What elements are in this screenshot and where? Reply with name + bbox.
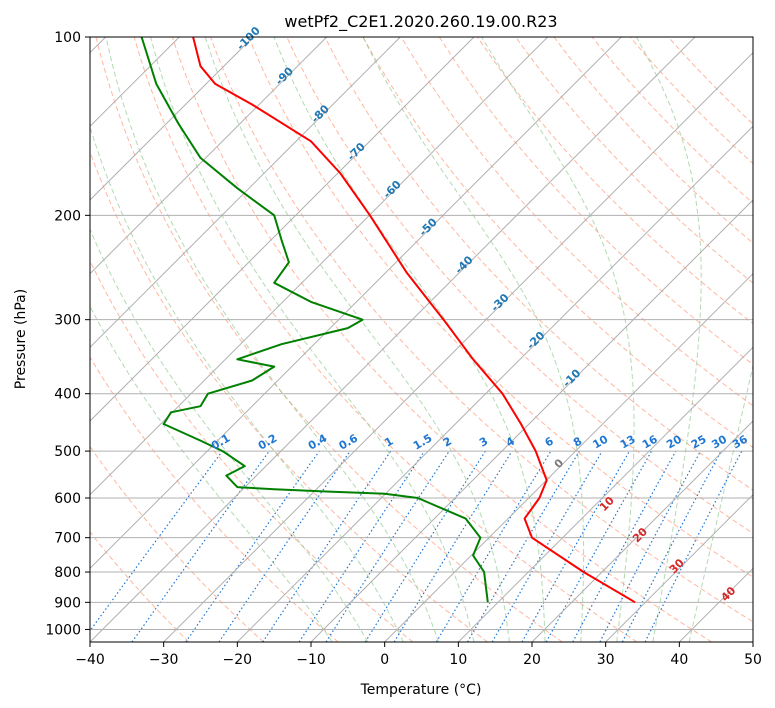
dry-adiabat xyxy=(95,37,563,642)
dry-adiabat xyxy=(591,37,753,204)
x-tick-label: 40 xyxy=(670,652,688,668)
isotherm-gridline xyxy=(457,346,753,642)
moist-adiabat xyxy=(362,37,585,642)
moist-adiabat xyxy=(688,363,753,642)
temperature-line xyxy=(192,37,636,604)
dry-adiabat xyxy=(90,531,190,642)
moist-adiabat xyxy=(90,305,333,642)
dry-adiabat xyxy=(90,150,488,642)
mixing-ratio-line xyxy=(364,450,486,642)
x-tick-label: 10 xyxy=(449,652,467,668)
isotherm-gridline xyxy=(90,37,401,349)
isotherm-gridline xyxy=(531,420,753,642)
moist-adiabat xyxy=(635,37,702,642)
dry-adiabat xyxy=(286,37,753,534)
dry-adiabat xyxy=(133,37,638,642)
y-tick-label: 600 xyxy=(54,491,81,507)
mixing-ratio-line xyxy=(491,450,603,642)
moist-adiabat xyxy=(90,125,404,642)
y-tick-label: 200 xyxy=(54,208,81,224)
isotherm-gridline xyxy=(236,125,753,642)
isotherm-gridline xyxy=(605,493,753,642)
mixing-ratio-line xyxy=(466,450,580,642)
dry-adiabat xyxy=(90,356,339,642)
y-tick-label: 100 xyxy=(54,30,81,46)
moist-adiabat xyxy=(273,37,546,642)
x-axis-ticks: −40 −30 −20 −10 0 10 20 30 40 50 xyxy=(75,642,762,668)
mixing-ratio-line xyxy=(521,450,631,642)
dewpoint-line xyxy=(140,37,489,603)
dry-adiabat xyxy=(438,37,753,365)
isotherm-gridline xyxy=(90,37,622,570)
moist-adiabat xyxy=(90,228,369,642)
moist-adiabat xyxy=(481,37,635,642)
dry-adiabat xyxy=(553,37,753,244)
y-axis-ticks: 100 200 300 400 500 600 700 800 900 1000 xyxy=(45,30,90,638)
mixing-ratio-line xyxy=(131,450,270,642)
mixing-ratio-line xyxy=(435,450,552,642)
isotherm-gridline xyxy=(90,37,696,642)
mixing-ratio-line xyxy=(325,450,450,642)
mixing-ratio-line xyxy=(572,450,677,642)
mixing-ratio-line xyxy=(90,450,223,632)
background-lines xyxy=(90,37,753,642)
x-tick-label: −20 xyxy=(223,652,253,668)
isotherm-gridline xyxy=(90,37,328,275)
dry-adiabat xyxy=(171,37,712,642)
x-tick-label: 50 xyxy=(744,652,762,668)
y-tick-label: 800 xyxy=(54,565,81,581)
y-tick-label: 1000 xyxy=(45,622,81,638)
mixing-ratio-line xyxy=(393,450,513,642)
y-tick-label: 300 xyxy=(54,313,81,329)
isotherm-gridline xyxy=(90,37,254,201)
isotherm-gridline xyxy=(90,37,549,496)
moist-adiabat xyxy=(150,37,475,642)
isotherm-gridline xyxy=(310,199,753,642)
dry-adiabat xyxy=(324,37,753,491)
dry-adiabat xyxy=(477,37,753,325)
x-tick-label: −30 xyxy=(149,652,179,668)
dry-adiabat xyxy=(400,37,753,407)
mixing-ratio-line xyxy=(218,450,351,642)
mixing-ratio-line xyxy=(185,450,320,642)
dry-adiabat xyxy=(248,37,753,578)
moist-adiabat xyxy=(204,37,510,642)
moist-adiabat xyxy=(105,37,440,642)
y-tick-label: 500 xyxy=(54,444,81,460)
x-tick-label: 20 xyxy=(523,652,541,668)
isotherm-gridline xyxy=(384,272,753,642)
y-tick-label: 400 xyxy=(54,387,81,403)
x-tick-label: 30 xyxy=(597,652,615,668)
x-axis-label: Temperature (°C) xyxy=(360,682,482,698)
x-tick-label: 0 xyxy=(380,652,389,668)
x-tick-label: −10 xyxy=(296,652,326,668)
plot-frame xyxy=(89,36,754,643)
sounding-series xyxy=(140,37,636,604)
y-tick-label: 900 xyxy=(54,595,81,611)
chart-title: wetPf2_C2E1.2020.260.19.00.R23 xyxy=(284,12,557,32)
x-tick-label: −40 xyxy=(75,652,105,668)
dry-adiabat xyxy=(90,259,414,642)
y-axis-label: Pressure (hPa) xyxy=(13,289,29,389)
isotherm-gridline xyxy=(90,37,475,422)
isotherm-gridline xyxy=(163,51,753,642)
y-tick-label: 700 xyxy=(54,531,81,547)
dry-adiabat xyxy=(210,37,753,623)
